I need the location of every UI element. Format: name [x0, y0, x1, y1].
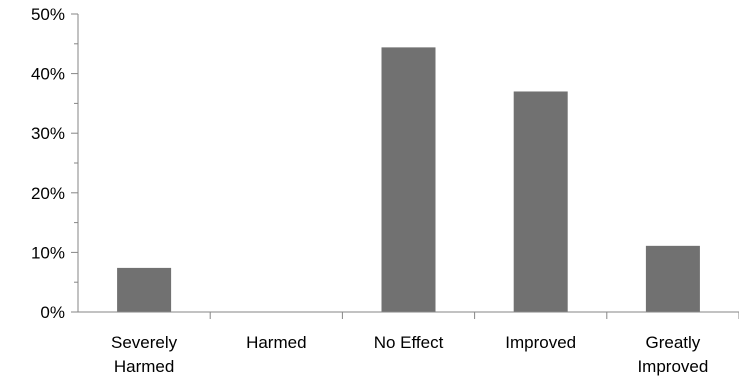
- bar: [645, 245, 700, 312]
- y-tick-label: 30%: [31, 124, 65, 143]
- x-category-label-line: Improved: [637, 357, 708, 376]
- x-category-label-line: Greatly: [646, 333, 701, 352]
- bar: [381, 47, 436, 312]
- x-category-label: No Effect: [374, 333, 444, 352]
- x-category-label-line: Severely: [111, 333, 178, 352]
- x-category-label-line: Harmed: [246, 333, 306, 352]
- y-tick-label: 40%: [31, 65, 65, 84]
- x-category-label: Harmed: [246, 333, 306, 352]
- y-tick-label: 50%: [31, 5, 65, 24]
- bars-layer: [117, 47, 700, 312]
- y-tick-label: 0%: [40, 303, 65, 322]
- x-category-label: Greatly Improved: [637, 333, 708, 376]
- y-tick-label: 20%: [31, 184, 65, 203]
- x-category-label-line: Improved: [505, 333, 576, 352]
- x-category-label: Severely Harmed: [111, 333, 178, 376]
- axes-layer: [71, 13, 739, 319]
- bar: [117, 267, 172, 312]
- x-category-label-line: No Effect: [374, 333, 444, 352]
- y-tick-label: 10%: [31, 243, 65, 262]
- x-category-label: Improved: [505, 333, 576, 352]
- labels-layer: 0% 10% 20% 30% 40% 50% Severely Harmed Harmed No …: [31, 5, 708, 376]
- x-category-label-line: Harmed: [114, 357, 174, 376]
- bar: [513, 91, 568, 312]
